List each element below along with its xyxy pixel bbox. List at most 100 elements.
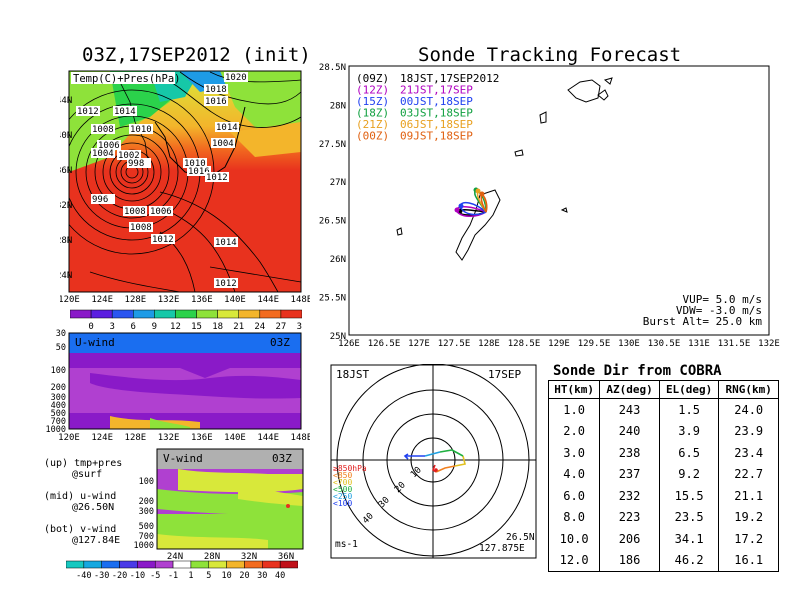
table-cell: 6.5 <box>658 442 720 464</box>
table-cell: 232 <box>599 485 660 507</box>
isobar-label-bg <box>224 72 248 82</box>
table-cell: 3.9 <box>658 420 720 442</box>
polar-units: ms-1 <box>335 539 358 550</box>
isobar-label: 1014 <box>215 238 237 248</box>
lat-tick: 28N <box>204 552 220 562</box>
lon-tick: 129.5E <box>578 339 611 349</box>
lon-tick: 148E <box>291 295 310 305</box>
lat-tick: 28N <box>60 236 72 246</box>
note-sub: @surf <box>72 469 103 480</box>
lon-tick: 131.5E <box>718 339 751 349</box>
colorbar-swatch <box>119 560 138 569</box>
table-cell: 1.5 <box>658 398 720 421</box>
colorbar-swatch <box>279 560 298 569</box>
isobar-label-bg <box>129 124 153 134</box>
note-line: (bot) v-wind <box>44 524 117 535</box>
lon-tick: 126.5E <box>368 339 401 349</box>
track-endpoint <box>479 191 485 197</box>
table-cell: 1.0 <box>547 398 601 421</box>
colorbar-tick: 20 <box>239 571 249 581</box>
colorbar-tick: 6 <box>131 322 136 332</box>
colorbar-tick: -10 <box>130 571 145 581</box>
table-cell: 2.0 <box>547 420 601 442</box>
pressure-tick: 700 <box>139 532 154 542</box>
sonde-tracks <box>454 187 488 217</box>
colorbar-swatch <box>238 309 261 319</box>
lat-tick: 26N <box>330 255 346 265</box>
colorbar-tick: -40 <box>76 571 91 581</box>
table-cell: 237 <box>599 463 660 485</box>
pressure-tick: 400 <box>51 401 66 411</box>
isobar-label: 1006 <box>98 141 120 151</box>
track-endpoint <box>475 188 481 194</box>
colorbar-tick: 18 <box>212 322 223 332</box>
isobar-label: 1016 <box>205 97 227 107</box>
legend-time: 06JST,18SEP <box>400 118 473 131</box>
isobar-label-bg <box>204 84 228 94</box>
isobar-label: 1004 <box>92 149 114 159</box>
legend-time: 09JST,18SEP <box>400 130 473 143</box>
colorbar-swatch <box>280 309 302 319</box>
pressure-legend-item: <500 <box>333 485 352 494</box>
lon-tick: 131E <box>688 339 710 349</box>
isobar-label: 1012 <box>77 107 99 117</box>
pressure-tick: 100 <box>139 477 154 487</box>
colorbar-tick: 30 <box>257 571 267 581</box>
isobar-label-bg <box>123 206 147 216</box>
isobar-label-bg <box>129 222 153 232</box>
colorbar-tick: -20 <box>112 571 127 581</box>
isobar-label-bg <box>211 138 235 148</box>
legend-time: 21JST,17SEP <box>400 84 473 97</box>
lon-tick: 129E <box>548 339 570 349</box>
isobar-label: 1008 <box>92 125 114 135</box>
isobar-label: 1016 <box>188 167 210 177</box>
track-endpoint <box>458 203 464 209</box>
colorbar-swatch <box>66 560 85 569</box>
table-cell: 8.0 <box>547 506 601 528</box>
isobar-label-bg <box>151 234 175 244</box>
table-row: 1.0 243 1.5 24.0 <box>547 398 779 421</box>
isobar-label: 1012 <box>152 235 174 245</box>
lon-tick: 136E <box>191 295 213 305</box>
lon-tick: 130.5E <box>648 339 681 349</box>
colorbar-swatch <box>190 560 210 569</box>
colorbar-swatch <box>262 560 281 569</box>
pressure-tick: 500 <box>139 522 154 532</box>
pressure-tick: 200 <box>51 383 66 393</box>
lon-tick: 120E <box>58 433 80 443</box>
lat-tick: 25.5N <box>319 293 346 303</box>
note-sub: @26.50N <box>72 502 115 513</box>
lon-tick: 124E <box>91 295 113 305</box>
lon-tick: 132E <box>158 295 180 305</box>
lon-tick: 132E <box>158 433 180 443</box>
pressure-legend-item: <100 <box>333 499 352 508</box>
isobar-label: 1008 <box>124 207 146 217</box>
isobar-label-bg <box>215 122 239 132</box>
table-row: 8.0 223 23.5 19.2 <box>547 506 779 528</box>
colorbar-swatch <box>244 560 263 569</box>
lon-tick: 140E <box>224 433 246 443</box>
polar-lat: 26.5N <box>506 532 535 543</box>
track-endpoint <box>454 207 460 213</box>
lon-tick: 140E <box>224 295 246 305</box>
lon-tick: 144E <box>257 433 279 443</box>
table-cell: 17.2 <box>718 528 779 550</box>
table-cell: 19.2 <box>718 506 779 528</box>
table-title: Sonde Dir from COBRA <box>553 363 722 379</box>
colorbar-swatch <box>90 309 113 319</box>
tracking-legend: (09Z) 18JST,17SEP2012 (12Z) 21JST,17SEP (15Z… <box>356 72 499 143</box>
table-cell: 46.2 <box>658 549 720 572</box>
isobar-label-bg <box>91 148 115 158</box>
col-header-el: EL(deg) <box>658 380 720 399</box>
colorbar-swatch <box>196 309 218 319</box>
table-cell: 4.0 <box>547 463 601 485</box>
colorbar-tick: 0 <box>88 322 93 332</box>
lat-tick: 24N <box>167 552 183 562</box>
legend-code: (12Z) <box>356 84 389 97</box>
lon-tick: 127E <box>408 339 430 349</box>
isobar-label-bg <box>91 194 115 204</box>
map-variable-label: Temp(C)+Pres(hPa) <box>73 73 180 85</box>
note-line: (mid) u-wind <box>44 491 117 502</box>
lat-tick: 25N <box>330 332 346 342</box>
